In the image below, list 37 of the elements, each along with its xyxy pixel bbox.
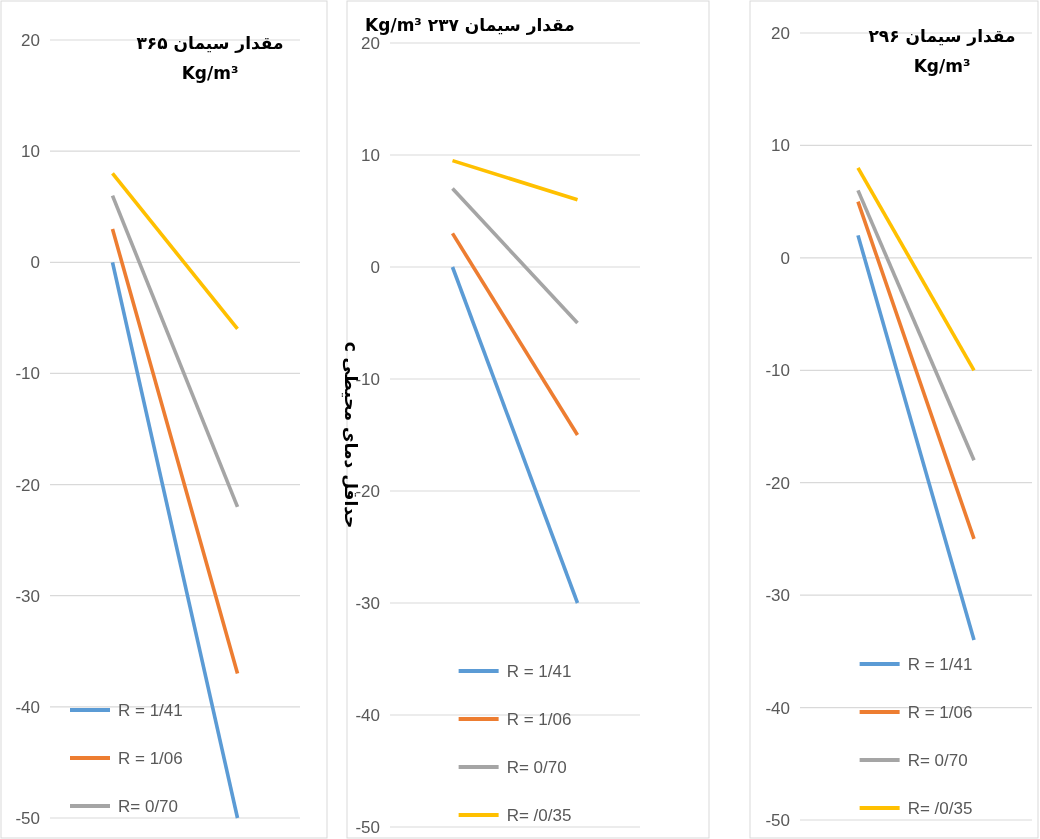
text: مقدار سیمان ۲۹۶ Kg/m³ <box>867 25 1017 78</box>
legend-label: R = 1/41 <box>907 655 973 674</box>
legend-label: R = 1/41 <box>118 701 183 720</box>
chart-title: مقدار سیمان ۲۳۷ Kg/m³ <box>364 14 576 37</box>
y-tick-label: -30 <box>15 586 40 606</box>
legend-label: R = 1/06 <box>907 703 973 722</box>
y-tick-label: -10 <box>15 364 40 384</box>
y-tick-label: 20 <box>21 31 40 50</box>
y-tick-label: 0 <box>780 248 790 268</box>
legend-label: R= 0/70 <box>118 797 179 816</box>
y-tick-label: -30 <box>355 594 380 613</box>
y-tick-label: -40 <box>355 706 380 725</box>
y-tick-label: -50 <box>15 809 40 828</box>
legend-label: R = 1/41 <box>506 662 572 681</box>
y-tick-label: -10 <box>765 361 790 381</box>
y-tick-label: -40 <box>15 697 40 717</box>
y-tick-label: -20 <box>15 475 40 495</box>
y-tick-label: -40 <box>765 698 790 718</box>
legend-label: R= /0/35 <box>506 806 572 825</box>
legend-label: R = 1/06 <box>118 749 183 768</box>
y-tick-label: -10 <box>355 370 380 389</box>
text: مقدار سیمان ۳۶۵ Kg/m³ <box>135 32 285 85</box>
y-tick-label: 10 <box>361 146 380 165</box>
y-tick-label: -50 <box>355 818 380 837</box>
legend-label: R = 1/06 <box>506 710 572 729</box>
y-tick-label: 10 <box>21 142 40 162</box>
y-tick-label: 20 <box>771 24 790 43</box>
y-tick-label: 0 <box>30 253 40 273</box>
y-tick-label: -20 <box>765 473 790 493</box>
y-tick-label: -30 <box>765 586 790 606</box>
y-tick-label: 10 <box>771 136 790 156</box>
y-tick-label: -50 <box>765 811 790 830</box>
y-tick-label: 20 <box>361 34 380 53</box>
y-tick-label: 0 <box>370 258 380 277</box>
legend-label: R= /0/35 <box>907 799 973 818</box>
legend-label: R= 0/70 <box>506 758 567 777</box>
legend-label: R= 0/70 <box>907 751 968 770</box>
